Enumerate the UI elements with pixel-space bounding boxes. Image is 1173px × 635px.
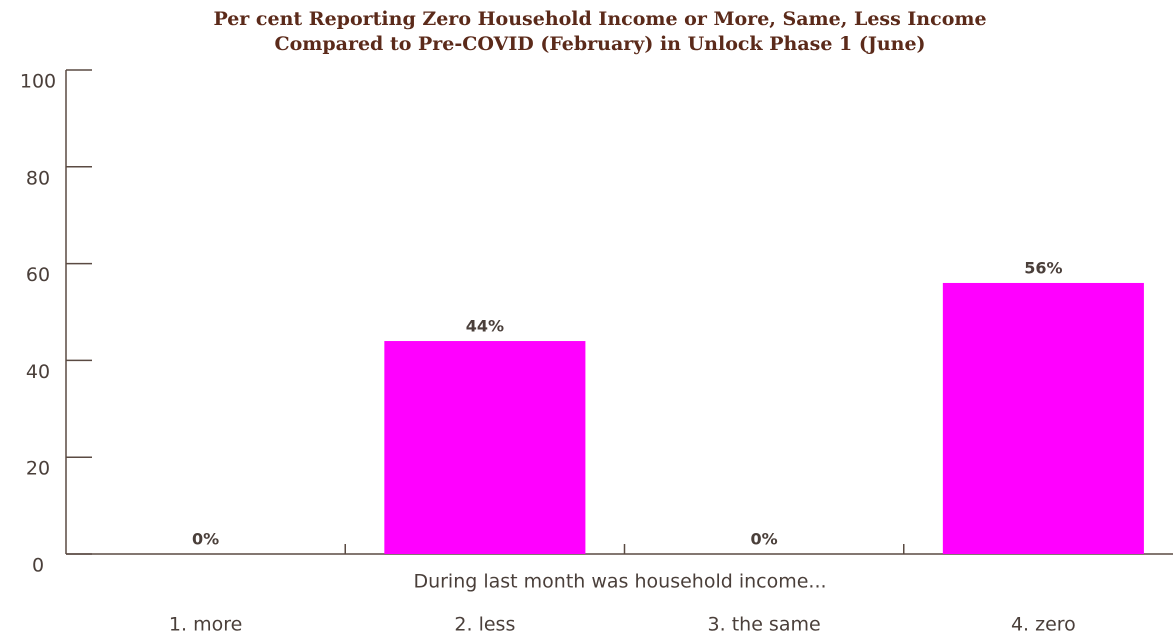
data-label: 0% [751, 530, 778, 549]
bar [384, 341, 586, 554]
x-tick-label: 2. less [454, 614, 515, 635]
x-tick-label: 3. the same [708, 614, 821, 635]
data-label: 0% [192, 530, 219, 549]
bar [942, 282, 1144, 554]
x-axis-label: During last month was household income..… [413, 571, 826, 593]
chart-title: Per cent Reporting Zero Household Income… [213, 8, 986, 30]
y-tick-label: 80 [26, 167, 50, 189]
y-tick-label: 20 [26, 458, 50, 480]
x-tick-label: 1. more [169, 614, 242, 635]
x-tick-label: 4. zero [1011, 614, 1076, 635]
data-label: 56% [1024, 258, 1062, 277]
y-tick-label: 100 [20, 71, 56, 93]
y-tick-label: 0 [32, 555, 44, 577]
chart-subtitle: Compared to Pre-COVID (February) in Unlo… [274, 33, 925, 55]
data-label: 44% [466, 317, 504, 336]
y-tick-label: 40 [26, 361, 50, 383]
y-tick-label: 60 [26, 264, 50, 286]
